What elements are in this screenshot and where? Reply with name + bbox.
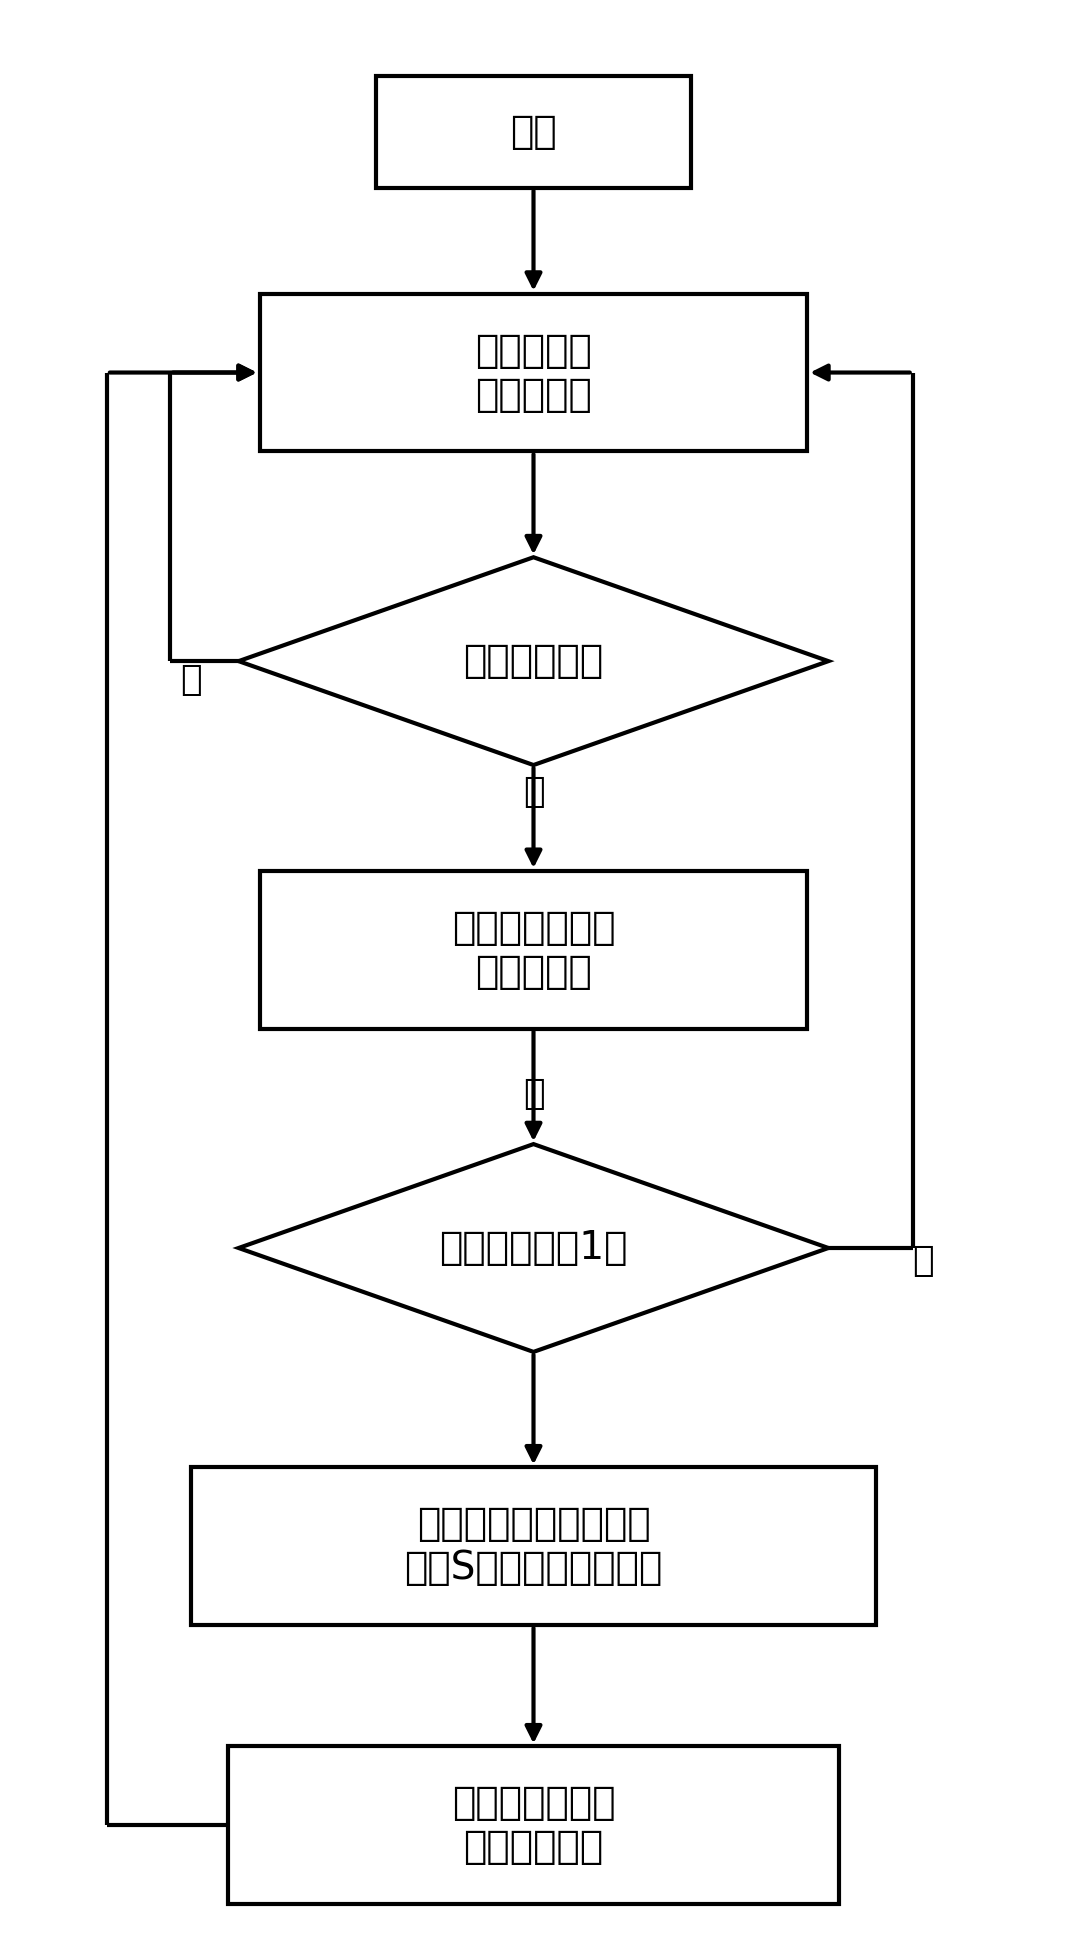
FancyBboxPatch shape xyxy=(228,1746,839,1905)
FancyBboxPatch shape xyxy=(376,76,691,188)
FancyBboxPatch shape xyxy=(259,870,808,1029)
Text: 电压是否越限: 电压是否越限 xyxy=(463,641,604,680)
Text: 是: 是 xyxy=(523,1078,544,1110)
Polygon shape xyxy=(239,1143,828,1353)
FancyBboxPatch shape xyxy=(191,1467,876,1626)
FancyBboxPatch shape xyxy=(259,295,808,452)
Text: 求解，并按结果
实施需求响应: 求解，并按结果 实施需求响应 xyxy=(451,1785,616,1866)
Text: 实时读取电
压监测数据: 实时读取电 压监测数据 xyxy=(475,331,592,413)
Text: 否: 否 xyxy=(180,663,202,698)
Text: 是: 是 xyxy=(523,775,544,808)
Polygon shape xyxy=(239,558,828,766)
Text: 是否满足式（1）: 是否满足式（1） xyxy=(440,1229,627,1267)
Text: 采用传统调压装
置进行调压: 采用传统调压装 置进行调压 xyxy=(451,909,616,990)
Text: 开始: 开始 xyxy=(510,112,557,151)
Text: 否: 否 xyxy=(912,1244,934,1279)
Text: 潮流计算，求解灵敏度
矩阵S；并选取关键节点: 潮流计算，求解灵敏度 矩阵S；并选取关键节点 xyxy=(404,1506,663,1587)
